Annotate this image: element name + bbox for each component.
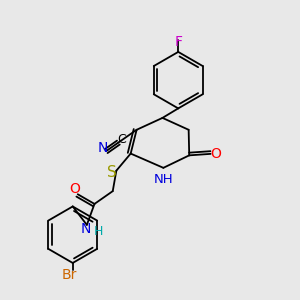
Text: N: N bbox=[80, 222, 91, 236]
Text: NH: NH bbox=[154, 172, 173, 186]
Text: S: S bbox=[107, 165, 116, 180]
Text: H: H bbox=[94, 225, 103, 238]
Text: F: F bbox=[174, 34, 182, 49]
Text: O: O bbox=[211, 147, 221, 161]
Text: O: O bbox=[69, 182, 80, 196]
Text: Br: Br bbox=[62, 268, 77, 282]
Text: C: C bbox=[118, 133, 126, 146]
Text: N: N bbox=[98, 140, 108, 154]
